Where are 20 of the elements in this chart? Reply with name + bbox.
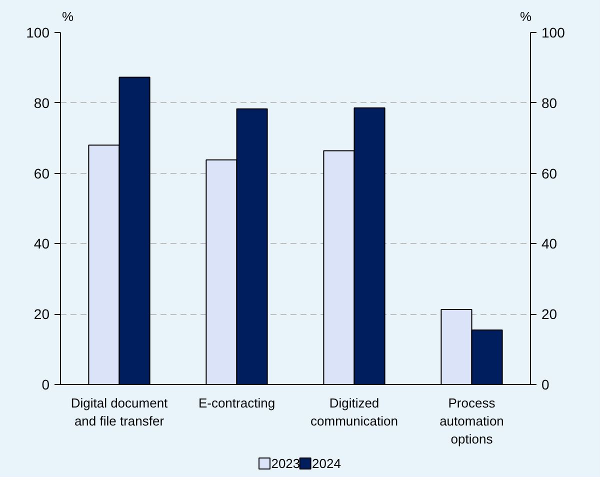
x-tick-label: E-contracting — [198, 396, 276, 410]
y-tick-label: 100 — [26, 24, 50, 40]
y-tick-label: 0 — [42, 376, 50, 392]
y-tick-label: 40 — [34, 236, 50, 252]
y2-tick-label: 0 — [542, 376, 550, 392]
y2-tick-label: 20 — [542, 306, 558, 322]
x-tick-label: Digitized communication — [310, 396, 398, 428]
y-tick-label: 80 — [34, 94, 50, 111]
x-tick-label: Process automation options — [440, 396, 504, 446]
y2-tick-label: 80 — [542, 94, 558, 111]
y-axis-title: % — [62, 8, 74, 26]
y-tick-label: 60 — [34, 165, 50, 182]
legend-label: 2024 — [312, 456, 341, 471]
y2-tick-label: 60 — [542, 165, 558, 182]
y2-tick-label: 100 — [542, 24, 566, 40]
y2-axis-title: % — [520, 8, 532, 26]
y-tick-label: 20 — [34, 306, 50, 322]
y2-tick-label: 40 — [542, 236, 558, 252]
x-tick-label: Digital document and file transfer — [70, 396, 168, 428]
legend-label: 2023 — [271, 456, 300, 471]
